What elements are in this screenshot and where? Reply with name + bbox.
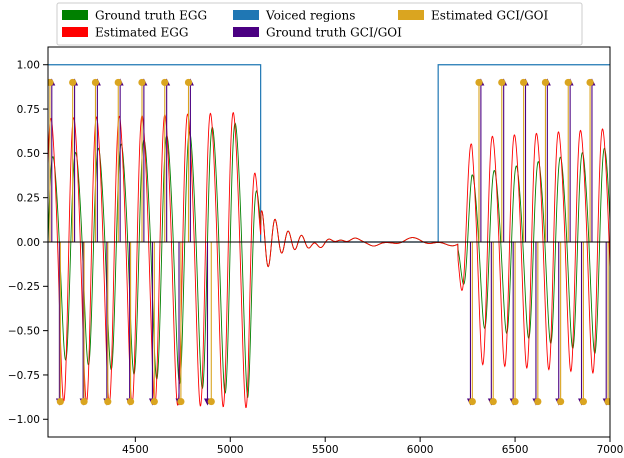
x-tick-label: 7000 xyxy=(597,444,624,456)
estimated-point xyxy=(520,78,528,87)
estimated-point xyxy=(177,397,185,406)
y-tick-label: −1.00 xyxy=(8,414,40,426)
estimated-point xyxy=(207,397,215,406)
legend-label-estimated-egg: Estimated EGG xyxy=(95,26,188,40)
legend-box xyxy=(56,2,583,46)
estimated-point xyxy=(126,397,135,406)
estimated-point xyxy=(604,397,610,406)
legend-label-ground-truth-egg: Ground truth EGG xyxy=(95,9,207,23)
y-tick-label: 0.00 xyxy=(17,237,40,249)
estimated-point xyxy=(91,78,100,87)
estimated-point xyxy=(541,78,550,87)
y-tick-label: 1.00 xyxy=(17,60,40,72)
estimated-point xyxy=(475,78,483,87)
estimated-point xyxy=(489,397,497,406)
estimated-point xyxy=(468,397,476,406)
estimated-point xyxy=(498,78,506,87)
y-tick-label: 0.25 xyxy=(17,192,40,204)
estimated-point xyxy=(534,397,542,406)
estimated-point xyxy=(579,397,588,406)
axes: 4500 5000 5500 6000 6500 7000 1.00 0.75 0.50 0.25… xyxy=(8,46,624,456)
x-tick-label: 6500 xyxy=(502,444,529,456)
plot-area xyxy=(48,64,610,409)
legend-swatch-ground-truth-gci-goi xyxy=(233,27,259,37)
estimated-point xyxy=(184,78,193,87)
legend-swatch-estimated-gci-goi xyxy=(398,10,424,20)
estimated-point xyxy=(48,78,54,87)
legend: Ground truth EGG Estimated EGG Voiced regi… xyxy=(56,2,583,46)
y-tick-label: 0.50 xyxy=(17,148,40,160)
y-tick-label: −0.75 xyxy=(8,370,40,382)
estimated-point xyxy=(564,78,572,87)
legend-swatch-ground-truth-egg xyxy=(62,10,88,20)
estimated-point xyxy=(104,397,112,406)
x-tick-label: 5500 xyxy=(312,444,339,456)
y-tick-label: −0.25 xyxy=(8,281,40,293)
x-tick-label: 6000 xyxy=(407,444,434,456)
legend-label-ground-truth-gci-goi: Ground truth GCI/GOI xyxy=(266,26,402,40)
x-tick-label: 4500 xyxy=(122,444,149,456)
estimated-point xyxy=(69,78,77,87)
estimated-point xyxy=(161,78,169,87)
estimated-markers xyxy=(48,78,610,406)
legend-label-estimated-gci-goi: Estimated GCI/GOI xyxy=(431,9,549,23)
estimated-point xyxy=(80,397,88,406)
estimated-point xyxy=(557,397,565,406)
estimated-point xyxy=(511,397,519,406)
estimated-point xyxy=(114,78,122,87)
estimated-point xyxy=(56,397,64,406)
y-tick-label: −0.50 xyxy=(8,325,40,337)
legend-label-voiced-regions: Voiced regions xyxy=(265,9,355,23)
estimated-point xyxy=(150,397,158,406)
legend-swatch-voiced-regions xyxy=(233,10,259,20)
estimated-point xyxy=(138,78,146,87)
x-tick-label: 5000 xyxy=(217,444,244,456)
estimated-point xyxy=(586,78,594,87)
legend-swatch-estimated-egg xyxy=(62,27,88,37)
y-tick-label: 0.75 xyxy=(17,104,40,116)
